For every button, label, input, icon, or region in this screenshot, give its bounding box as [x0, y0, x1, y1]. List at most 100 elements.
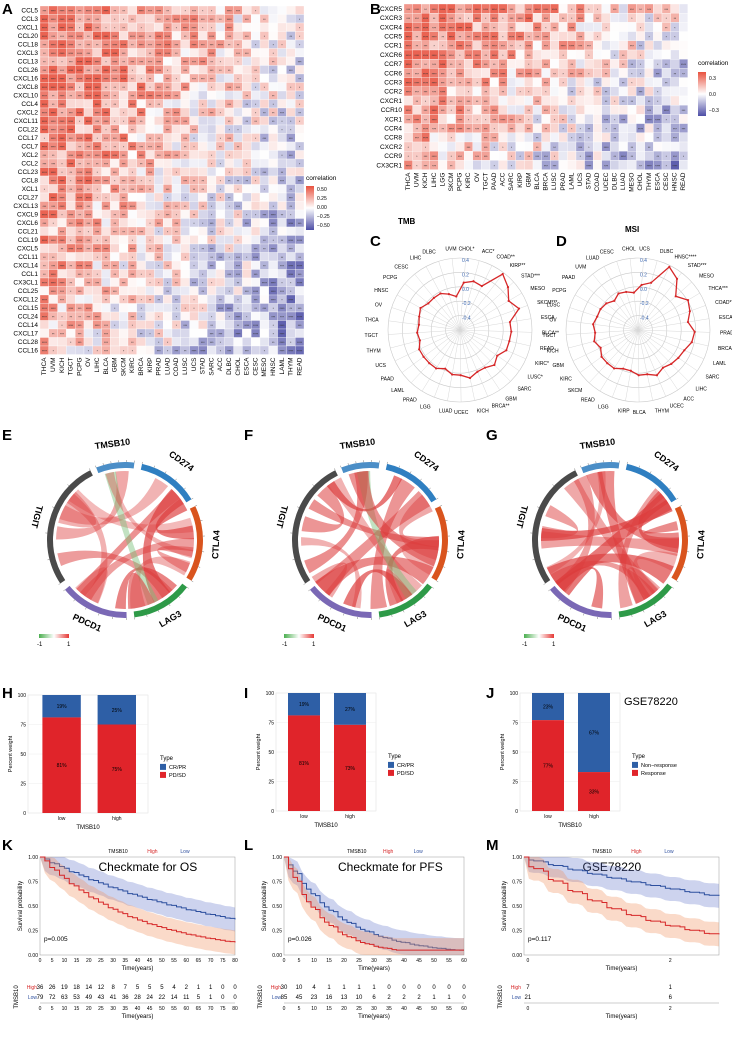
bar-label-top: 19% — [57, 704, 68, 710]
heatmap-cell — [181, 40, 190, 49]
heatmap-cell — [679, 22, 688, 31]
heatmap-cell — [58, 346, 67, 355]
km-risk-xtick-label: 10 — [62, 1006, 68, 1012]
heatmap-cell — [181, 108, 190, 117]
heatmap-cell — [181, 295, 190, 304]
heatmap-cell-star: **** — [406, 164, 412, 168]
heatmap-cell-star: **** — [42, 94, 48, 98]
heatmap-cell-star: **** — [457, 45, 463, 49]
heatmap-cell — [438, 142, 447, 151]
radar-axis-label: CHOL* — [459, 246, 475, 252]
heatmap-cell — [481, 160, 490, 169]
heatmap-col-label: COAD — [594, 172, 601, 191]
heatmap-cell — [286, 227, 295, 236]
radar-axis-label: THYM — [655, 408, 669, 414]
heatmap-cell — [550, 32, 559, 41]
heatmap-row-label: CCL2 — [21, 160, 38, 167]
heatmap-cell — [207, 185, 216, 194]
heatmap-cell-star: **** — [440, 26, 446, 30]
heatmap-cell — [181, 185, 190, 194]
heatmap-cell-star: **** — [104, 154, 110, 158]
heatmap-cell — [516, 142, 525, 151]
heatmap-cell — [251, 219, 260, 228]
heatmap-cell — [190, 151, 199, 160]
heatmap-cell-star: **** — [104, 247, 110, 251]
heatmap-col-label: UCS — [191, 357, 198, 371]
km-xtick-label: 0 — [39, 958, 42, 964]
heatmap-cell-star: **** — [475, 17, 481, 21]
heatmap-a-xlabel: TMB — [398, 217, 416, 226]
heatmap-row-label: CCL23 — [18, 169, 39, 176]
heatmap-cell — [490, 87, 499, 96]
heatmap-cell — [619, 124, 628, 133]
heatmap-cell — [146, 338, 155, 347]
chord-link — [644, 521, 679, 533]
heatmap-cell — [550, 78, 559, 87]
heatmap-row-label: CXCL3 — [17, 50, 38, 57]
heatmap-cell — [154, 168, 163, 177]
heatmap-cell — [269, 32, 278, 41]
heatmap-cell-star: **** — [449, 36, 455, 40]
heatmap-row-label: CCR10 — [381, 107, 403, 114]
radar-spoke — [638, 330, 666, 396]
heatmap-cell-star: **** — [518, 17, 524, 21]
heatmap-cell — [172, 185, 181, 194]
heatmap-cell — [619, 4, 628, 13]
heatmap-cell — [58, 304, 67, 313]
heatmap-cell — [154, 108, 163, 117]
radar-spoke — [638, 330, 697, 371]
km-risk-low-value: 79 — [37, 995, 44, 1001]
heatmap-cell — [542, 114, 551, 123]
heatmap-cell-star: **** — [68, 128, 74, 132]
heatmap-cell — [58, 219, 67, 228]
chord-tick — [154, 466, 155, 468]
heatmap-cell — [119, 100, 128, 109]
heatmap-cell-star: **** — [543, 8, 549, 12]
heatmap-cell-star: **** — [174, 111, 180, 115]
heatmap-row-label: CCR3 — [384, 80, 402, 87]
heatmap-cell-star: **** — [586, 164, 592, 168]
heatmap-cell-star: **** — [440, 8, 446, 12]
heatmap-cell — [216, 312, 225, 321]
heatmap-cell — [636, 151, 645, 160]
radar-spoke — [638, 330, 653, 400]
heatmap-cell — [146, 15, 155, 24]
heatmap-cell-star: **** — [621, 155, 627, 159]
radar-tick-label: 0.4 — [462, 258, 469, 264]
heatmap-cell — [567, 160, 576, 169]
km-xtick-label: 25 — [98, 958, 104, 964]
heatmap-cell — [679, 50, 688, 59]
km-risk-high-value: 0 — [387, 985, 391, 991]
heatmap-cell-star: **** — [165, 154, 171, 158]
km-ylabel: Survival probability — [262, 881, 268, 931]
heatmap-cell — [251, 57, 260, 66]
heatmap-cell — [550, 133, 559, 142]
heatmap-row-label: CCR7 — [384, 61, 402, 68]
heatmap-cell — [137, 346, 146, 355]
heatmap-cell-star: **** — [95, 111, 101, 115]
km-risk-low-value: 63 — [61, 995, 68, 1001]
heatmap-cell-star: **** — [406, 82, 412, 86]
heatmap-cell — [286, 108, 295, 117]
km-risk-xtick-label: 40 — [135, 1006, 141, 1012]
heatmap-cell — [163, 329, 172, 338]
km-risk-high-value: 0 — [447, 985, 451, 991]
heatmap-col-label: GBM — [112, 358, 119, 373]
heatmap-cell-star: **** — [95, 103, 101, 107]
heatmap-cell — [559, 160, 568, 169]
heatmap-cell — [542, 68, 551, 77]
heatmap-cell-star: **** — [466, 45, 472, 49]
heatmap-cell — [102, 278, 111, 287]
heatmap-cell-star: **** — [51, 43, 57, 47]
heatmap-cell — [49, 338, 58, 347]
heatmap-cell — [137, 49, 146, 58]
heatmap-cell-star: **** — [77, 264, 83, 268]
bar-xlabel: TMSB10 — [76, 825, 100, 831]
heatmap-cell — [278, 159, 287, 168]
heatmap-cell — [260, 338, 269, 347]
chord-tick — [650, 471, 651, 473]
heatmap-cell — [251, 159, 260, 168]
heatmap-row-label: CCL26 — [18, 67, 39, 74]
chord-gene-label: CD274 — [412, 449, 441, 473]
heatmap-cell — [110, 346, 119, 355]
